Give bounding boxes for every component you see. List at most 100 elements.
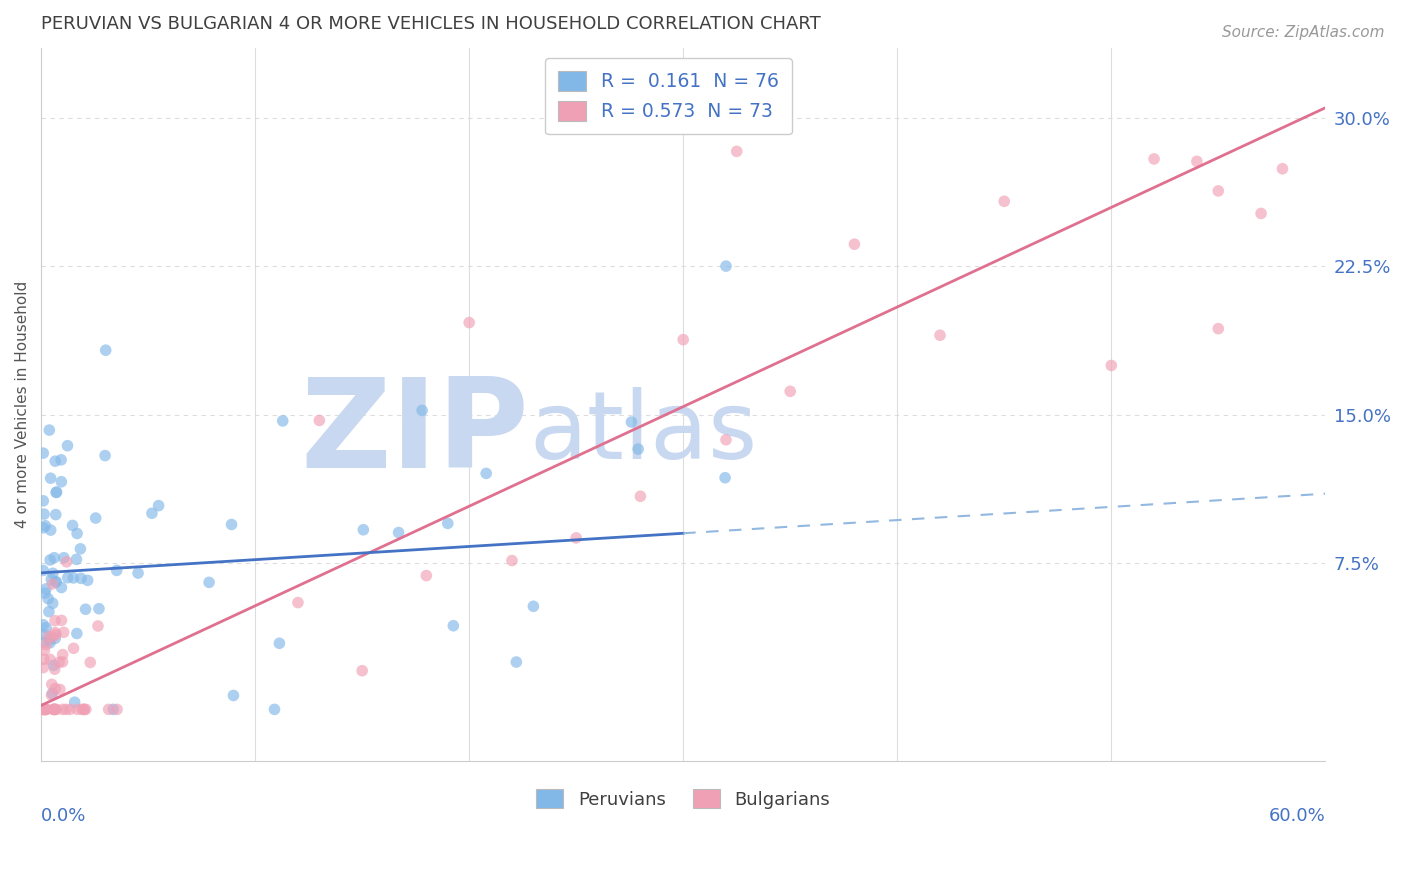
Point [51, 581, 73, 595]
Point [49, 682, 72, 697]
Point [62, 518, 84, 533]
Point [627, 442, 650, 456]
Point [39, 636, 62, 650]
Point [52, 625, 75, 640]
Point [41, 577, 63, 591]
Point [73, 702, 96, 716]
Point [76, 574, 98, 588]
Point [628, 489, 651, 503]
Point [55, 555, 77, 569]
Point [1206, 184, 1229, 198]
Point [35, 621, 58, 635]
Point [62, 571, 84, 585]
Point [42, 702, 65, 716]
Point [45, 508, 67, 522]
Point [505, 655, 527, 669]
Point [103, 702, 125, 716]
Point [45, 485, 67, 500]
Point [352, 523, 374, 537]
Text: PERUVIAN VS BULGARIAN 4 OR MORE VEHICLES IN HOUSEHOLD CORRELATION CHART: PERUVIAN VS BULGARIAN 4 OR MORE VEHICLES… [41, 15, 821, 33]
Point [52, 550, 75, 565]
Point [44, 614, 66, 628]
Point [39, 553, 62, 567]
Point [44, 702, 66, 716]
Point [52, 702, 75, 716]
Point [39, 471, 62, 485]
Point [993, 194, 1015, 209]
Point [269, 636, 291, 650]
Point [35, 638, 58, 652]
Point [38, 632, 60, 647]
Point [69, 541, 91, 556]
Point [714, 433, 737, 447]
Point [44, 550, 66, 565]
Y-axis label: 4 or more Vehicles in Household: 4 or more Vehicles in Household [15, 281, 30, 528]
Point [44, 662, 66, 676]
Point [725, 145, 748, 159]
Point [1185, 154, 1208, 169]
Point [620, 415, 643, 429]
Point [35, 702, 58, 716]
Point [44, 625, 66, 640]
Point [34, 586, 56, 600]
Point [32, 702, 55, 716]
Point [37, 591, 59, 606]
Point [1250, 206, 1272, 220]
Point [32, 702, 55, 716]
Point [44, 702, 66, 716]
Point [75, 702, 97, 716]
Point [51, 655, 73, 669]
Point [44, 702, 66, 716]
Point [42, 702, 65, 716]
Point [38, 605, 60, 619]
Point [41, 686, 63, 700]
Point [475, 467, 498, 481]
Point [66, 702, 89, 716]
Text: 0.0%: 0.0% [41, 807, 87, 825]
Point [779, 384, 801, 399]
Point [42, 596, 65, 610]
Point [45, 575, 67, 590]
Point [271, 414, 294, 428]
Point [42, 566, 65, 581]
Point [45, 485, 67, 500]
Point [127, 566, 149, 580]
Point [436, 516, 458, 531]
Point [87, 601, 110, 615]
Point [222, 689, 245, 703]
Point [39, 523, 62, 537]
Point [441, 618, 464, 632]
Point [70, 571, 93, 585]
Point [32, 564, 55, 578]
Point [929, 328, 952, 343]
Point [221, 517, 243, 532]
Point [1099, 359, 1122, 373]
Point [34, 702, 56, 716]
Point [79, 656, 101, 670]
Point [37, 630, 59, 644]
Point [55, 702, 77, 716]
Point [32, 702, 55, 716]
Point [714, 259, 737, 273]
Point [70, 702, 93, 716]
Text: Source: ZipAtlas.com: Source: ZipAtlas.com [1222, 25, 1385, 40]
Point [522, 599, 544, 614]
Point [287, 596, 309, 610]
Point [32, 507, 55, 521]
Point [44, 454, 66, 468]
Point [34, 643, 56, 657]
Point [32, 660, 55, 674]
Point [56, 439, 79, 453]
Point [415, 568, 437, 582]
Point [59, 702, 82, 716]
Point [387, 525, 409, 540]
Point [56, 571, 79, 585]
Point [32, 652, 55, 666]
Point [51, 613, 73, 627]
Point [198, 575, 221, 590]
Point [41, 630, 63, 644]
Point [1271, 161, 1294, 176]
Point [94, 449, 117, 463]
Point [41, 688, 63, 702]
Point [35, 702, 58, 716]
